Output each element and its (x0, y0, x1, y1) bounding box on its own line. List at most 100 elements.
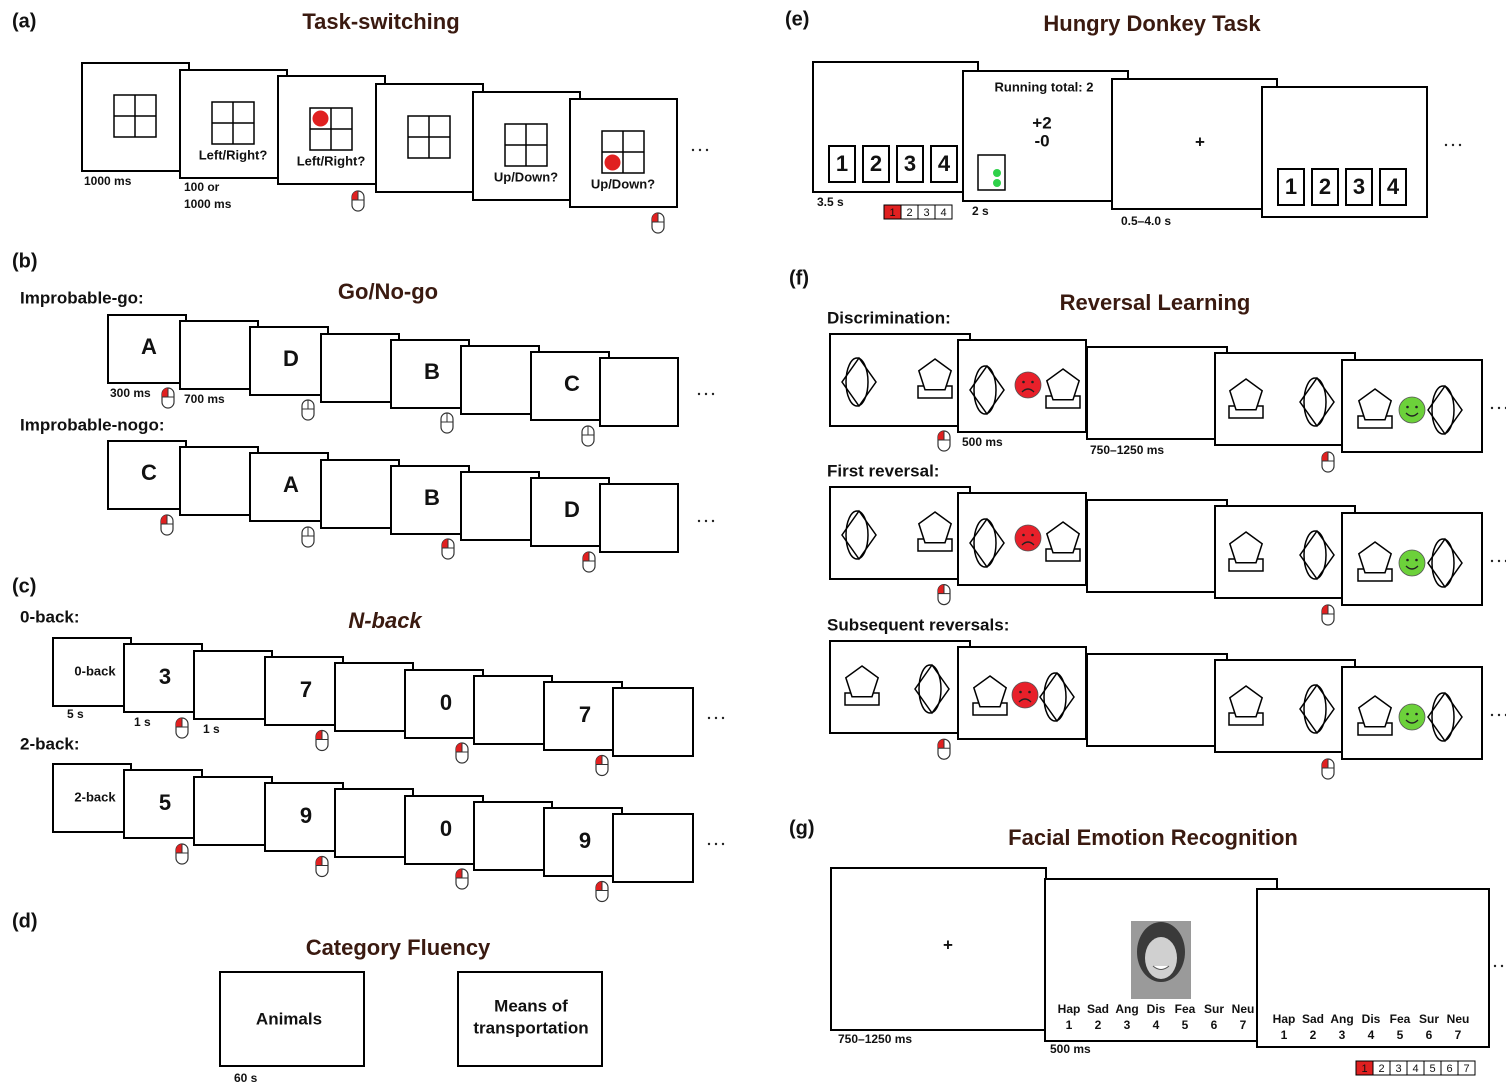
mouse-icon (315, 729, 329, 752)
text-title: Task-switching (302, 9, 459, 34)
face-eye (1415, 405, 1418, 409)
ellipsis-dot (1490, 559, 1494, 563)
stimulus-diamond (1427, 691, 1463, 743)
text-tim: 1000 ms (184, 197, 232, 211)
text-tim: 1 s (134, 715, 151, 729)
ellipsis-dot (707, 716, 711, 720)
mouse-icon (301, 526, 315, 548)
screen (829, 333, 971, 427)
mouse-icon (351, 190, 365, 212)
emotion-number: 1 (1066, 1018, 1073, 1032)
emotion-label: Ang (1115, 1002, 1138, 1016)
face-mouth (1405, 565, 1419, 570)
screen (1111, 78, 1278, 210)
screen (264, 656, 344, 726)
stimulus-oval (845, 357, 869, 407)
emotion-label: Neu (1232, 1002, 1255, 1016)
stimulus-pentagon (972, 675, 1008, 708)
stimulus-pentagon (844, 665, 880, 698)
text-small: 1 (889, 207, 895, 219)
face-eye (1415, 558, 1418, 562)
mouse-icon (315, 855, 329, 878)
door (1345, 168, 1373, 206)
text-scr: Up/Down? (591, 176, 655, 191)
text-tim: 500 ms (1050, 1042, 1091, 1056)
text-tim: 750–1250 ms (838, 1032, 912, 1046)
ellipsis-dot (721, 716, 725, 720)
text-title: Facial Emotion Recognition (1008, 825, 1298, 850)
face-eye (1028, 690, 1031, 694)
screen (457, 971, 603, 1067)
text-door: 2 (1319, 174, 1331, 199)
text-big: 9 (300, 803, 312, 828)
text-rowlabel: Discrimination: (827, 308, 951, 327)
stimulus-oval (845, 510, 869, 560)
face-eye (1022, 380, 1025, 384)
sad-face (1014, 371, 1042, 399)
mouse-button (938, 739, 944, 749)
text-tim: 700 ms (184, 392, 225, 406)
text-door: 1 (836, 151, 848, 176)
happy-face (1398, 703, 1426, 731)
mouse-icon (581, 425, 595, 447)
mouse-button (316, 730, 322, 740)
text-small: 3 (923, 207, 929, 219)
face-eye (1031, 533, 1034, 537)
emotion-label: Hap (1273, 1012, 1296, 1026)
text-title: Reversal Learning (1060, 290, 1251, 315)
category-text: transportation (473, 1018, 588, 1037)
screen (334, 788, 414, 858)
screen (612, 813, 694, 883)
face-photo-smile (1152, 965, 1170, 970)
text-door: 4 (938, 151, 951, 176)
text-tim: 750–1250 ms (1090, 443, 1164, 457)
ellipsis-dot (1493, 964, 1497, 968)
sad-face (1011, 681, 1039, 709)
stimulus-pentagon (1045, 521, 1081, 554)
screen (107, 314, 187, 384)
red-dot (604, 154, 621, 171)
mouse-button (596, 755, 602, 765)
text-door: 2 (870, 151, 882, 176)
text-big: B (424, 485, 440, 510)
stimulus-pentagon (1228, 685, 1264, 718)
mouse-button (1322, 452, 1328, 461)
mouse-icon (937, 738, 951, 760)
text-plabel: (f) (789, 267, 809, 289)
text-tim: 1000 ms (84, 174, 132, 188)
emotion-label: Ang (1330, 1012, 1353, 1026)
screen (404, 795, 484, 865)
ellipsis-dot (1497, 559, 1501, 563)
ellipsis-dot (698, 148, 702, 152)
screen (543, 807, 623, 877)
text-big: D (564, 497, 580, 522)
stimulus-diamond (1299, 683, 1335, 735)
text-rowlabel: + (1195, 132, 1205, 151)
screen (829, 486, 971, 580)
screen (52, 637, 132, 707)
screen (179, 320, 259, 390)
text-tim: 0.5–4.0 s (1121, 214, 1171, 228)
text-plabel: (c) (12, 575, 36, 597)
ellipsis-dot (1497, 406, 1501, 410)
face-eye (1022, 533, 1025, 537)
mouse-button (456, 869, 462, 878)
mouse-button (1322, 759, 1328, 768)
emotion-number: 6 (1211, 1018, 1218, 1032)
emotion-number: 2 (1095, 1018, 1102, 1032)
screen (334, 662, 414, 732)
emotion-number: 7 (1455, 1028, 1462, 1042)
screen (599, 483, 679, 553)
emotion-number: 3 (1124, 1018, 1131, 1032)
mouse-button (938, 431, 944, 440)
mouse-icon (160, 514, 174, 536)
text-big: C (141, 460, 157, 485)
text-plabel: (b) (12, 250, 38, 272)
mouse-icon (175, 717, 189, 739)
stimulus-oval (1431, 692, 1455, 742)
face-eye (1415, 712, 1418, 716)
stimulus-oval (973, 365, 997, 415)
stimulus-oval (973, 518, 997, 568)
face-mouth (1021, 388, 1035, 393)
text-big: 0 (440, 690, 452, 715)
